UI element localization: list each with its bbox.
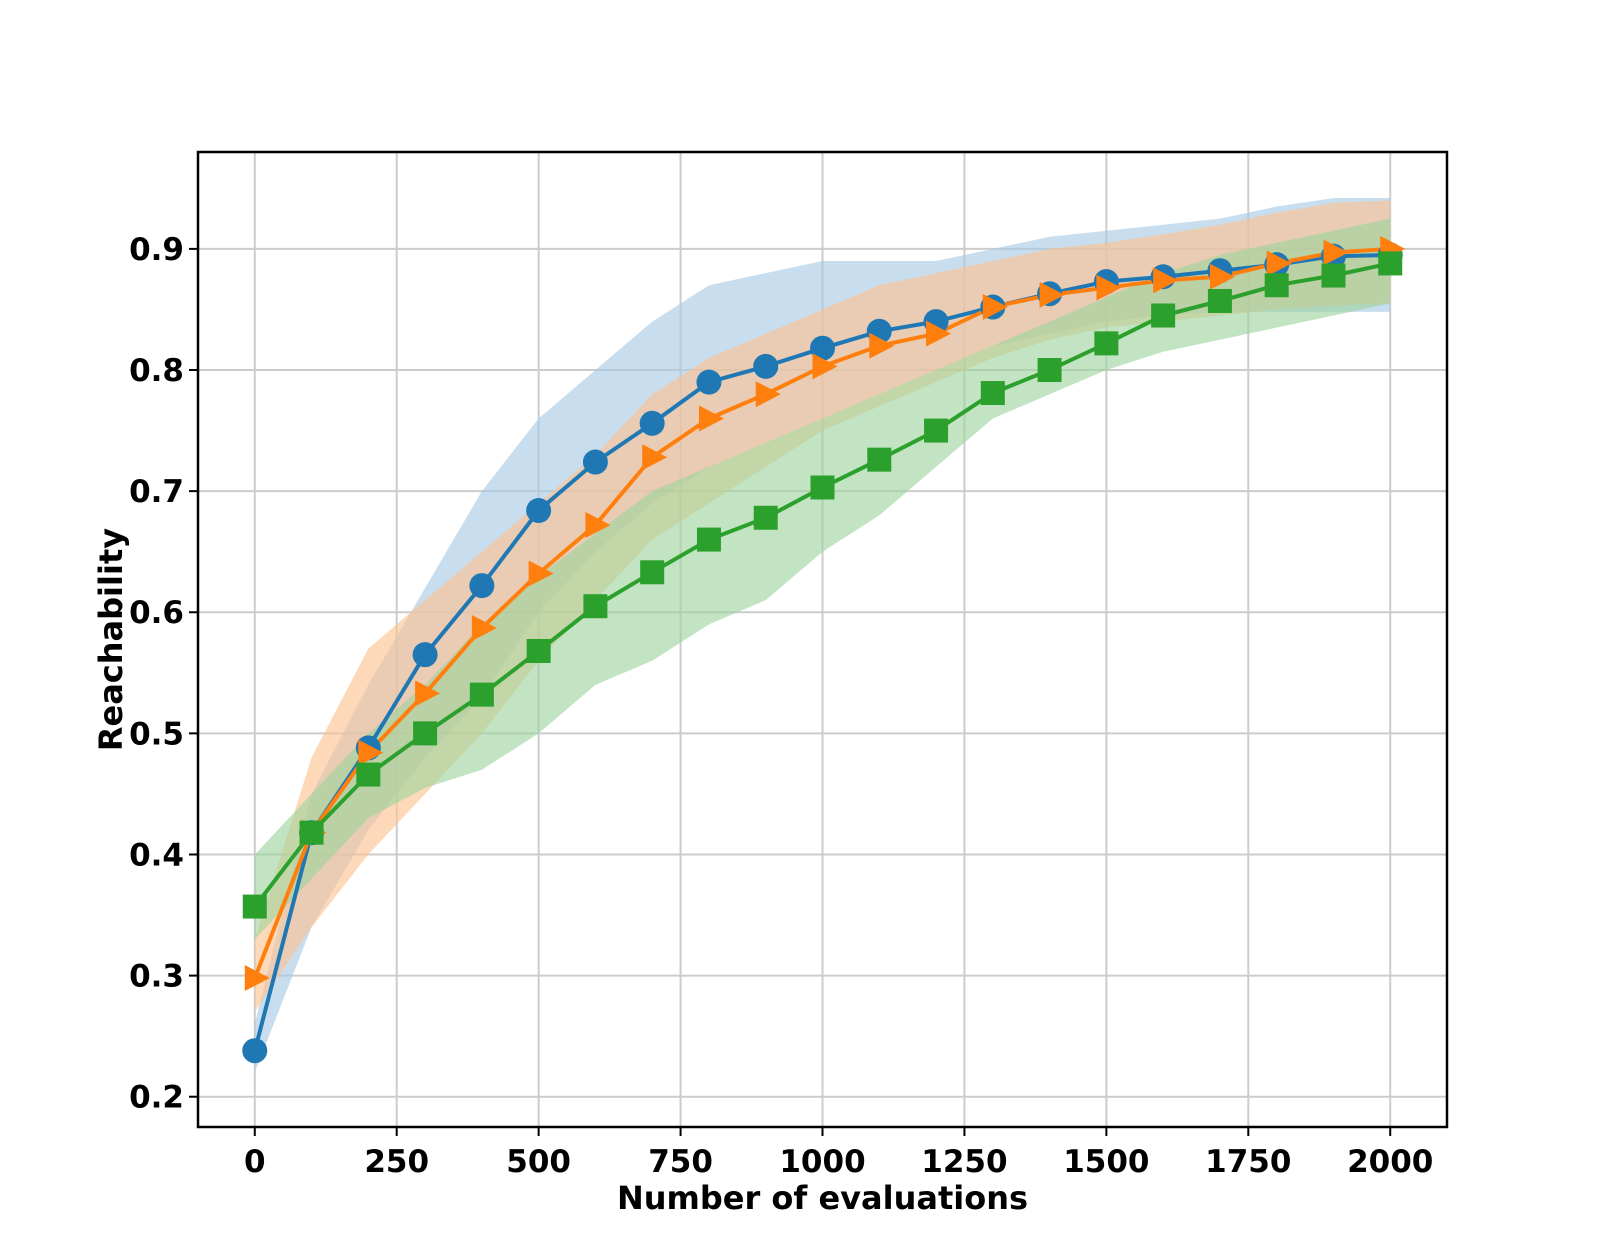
point-series-3 [1037,358,1062,383]
point-series-3 [469,682,494,707]
point-series-1 [526,498,552,524]
point-series-3 [696,527,721,552]
point-series-1 [469,573,495,599]
x-tick-label: 500 [506,1144,571,1180]
point-series-3 [1264,273,1289,298]
point-series-3 [1321,263,1346,288]
point-series-1 [753,353,779,379]
point-series-2 [1266,250,1292,277]
point-series-2 [528,560,554,587]
point-series-2 [1209,263,1235,290]
point-series-2 [755,381,781,408]
point-series-2 [1323,239,1349,266]
y-tick-label: 0.4 [129,837,184,873]
point-series-3 [583,594,608,619]
point-series-1 [412,642,438,668]
point-series-2 [926,320,952,347]
point-series-3 [924,418,949,443]
x-axis-ticks: 0 250 500 750 1000 1250 1500 1750 2000 [244,1127,1433,1180]
point-series-3 [526,639,551,664]
x-axis-label: Number of evaluations [617,1179,1028,1217]
y-tick-label: 0.2 [129,1080,184,1116]
x-tick-label: 750 [648,1144,713,1180]
point-series-2 [415,680,441,707]
point-series-3 [1151,303,1176,328]
point-series-1 [639,410,665,436]
point-series-3 [753,505,778,530]
y-tick-label: 0.7 [129,474,184,510]
point-series-3 [867,447,892,472]
point-series-3 [1207,288,1232,313]
x-tick-label: 1000 [779,1144,865,1180]
point-series-2 [982,294,1008,321]
x-tick-label: 250 [364,1144,429,1180]
y-tick-label: 0.6 [129,595,184,631]
point-series-3 [242,894,267,919]
point-series-2 [358,739,384,766]
series-markers [242,235,1406,1064]
point-series-2 [869,332,895,359]
y-axis-ticks: 0.2 0.3 0.4 0.5 0.6 0.7 0.8 0.9 [129,232,198,1116]
point-series-3 [640,560,665,585]
x-tick-label: 0 [244,1144,266,1180]
x-tick-label: 1250 [921,1144,1007,1180]
point-series-1 [582,449,608,475]
x-tick-label: 1750 [1205,1144,1291,1180]
point-series-2 [1153,267,1179,294]
y-tick-label: 0.3 [129,959,184,995]
point-series-3 [1094,331,1119,356]
point-series-3 [356,762,381,787]
point-series-2 [1039,281,1065,308]
point-series-2 [471,614,497,641]
point-series-2 [812,353,838,380]
point-series-1 [696,369,722,395]
point-series-3 [299,820,324,845]
y-tick-label: 0.9 [129,232,184,268]
point-series-2 [244,965,270,992]
point-series-1 [242,1038,268,1064]
point-series-3 [413,721,438,746]
point-series-2 [1096,274,1122,301]
point-series-2 [585,512,611,539]
point-series-3 [810,475,835,500]
point-series-2 [642,444,668,471]
point-series-3 [980,381,1005,406]
y-tick-label: 0.5 [129,716,184,752]
point-series-3 [1378,251,1403,276]
y-axis-label: Reachability [92,528,130,751]
x-tick-label: 1500 [1063,1144,1149,1180]
point-series-1 [810,335,835,361]
point-series-2 [698,405,724,432]
x-tick-label: 2000 [1347,1144,1433,1180]
y-tick-label: 0.8 [129,353,184,389]
